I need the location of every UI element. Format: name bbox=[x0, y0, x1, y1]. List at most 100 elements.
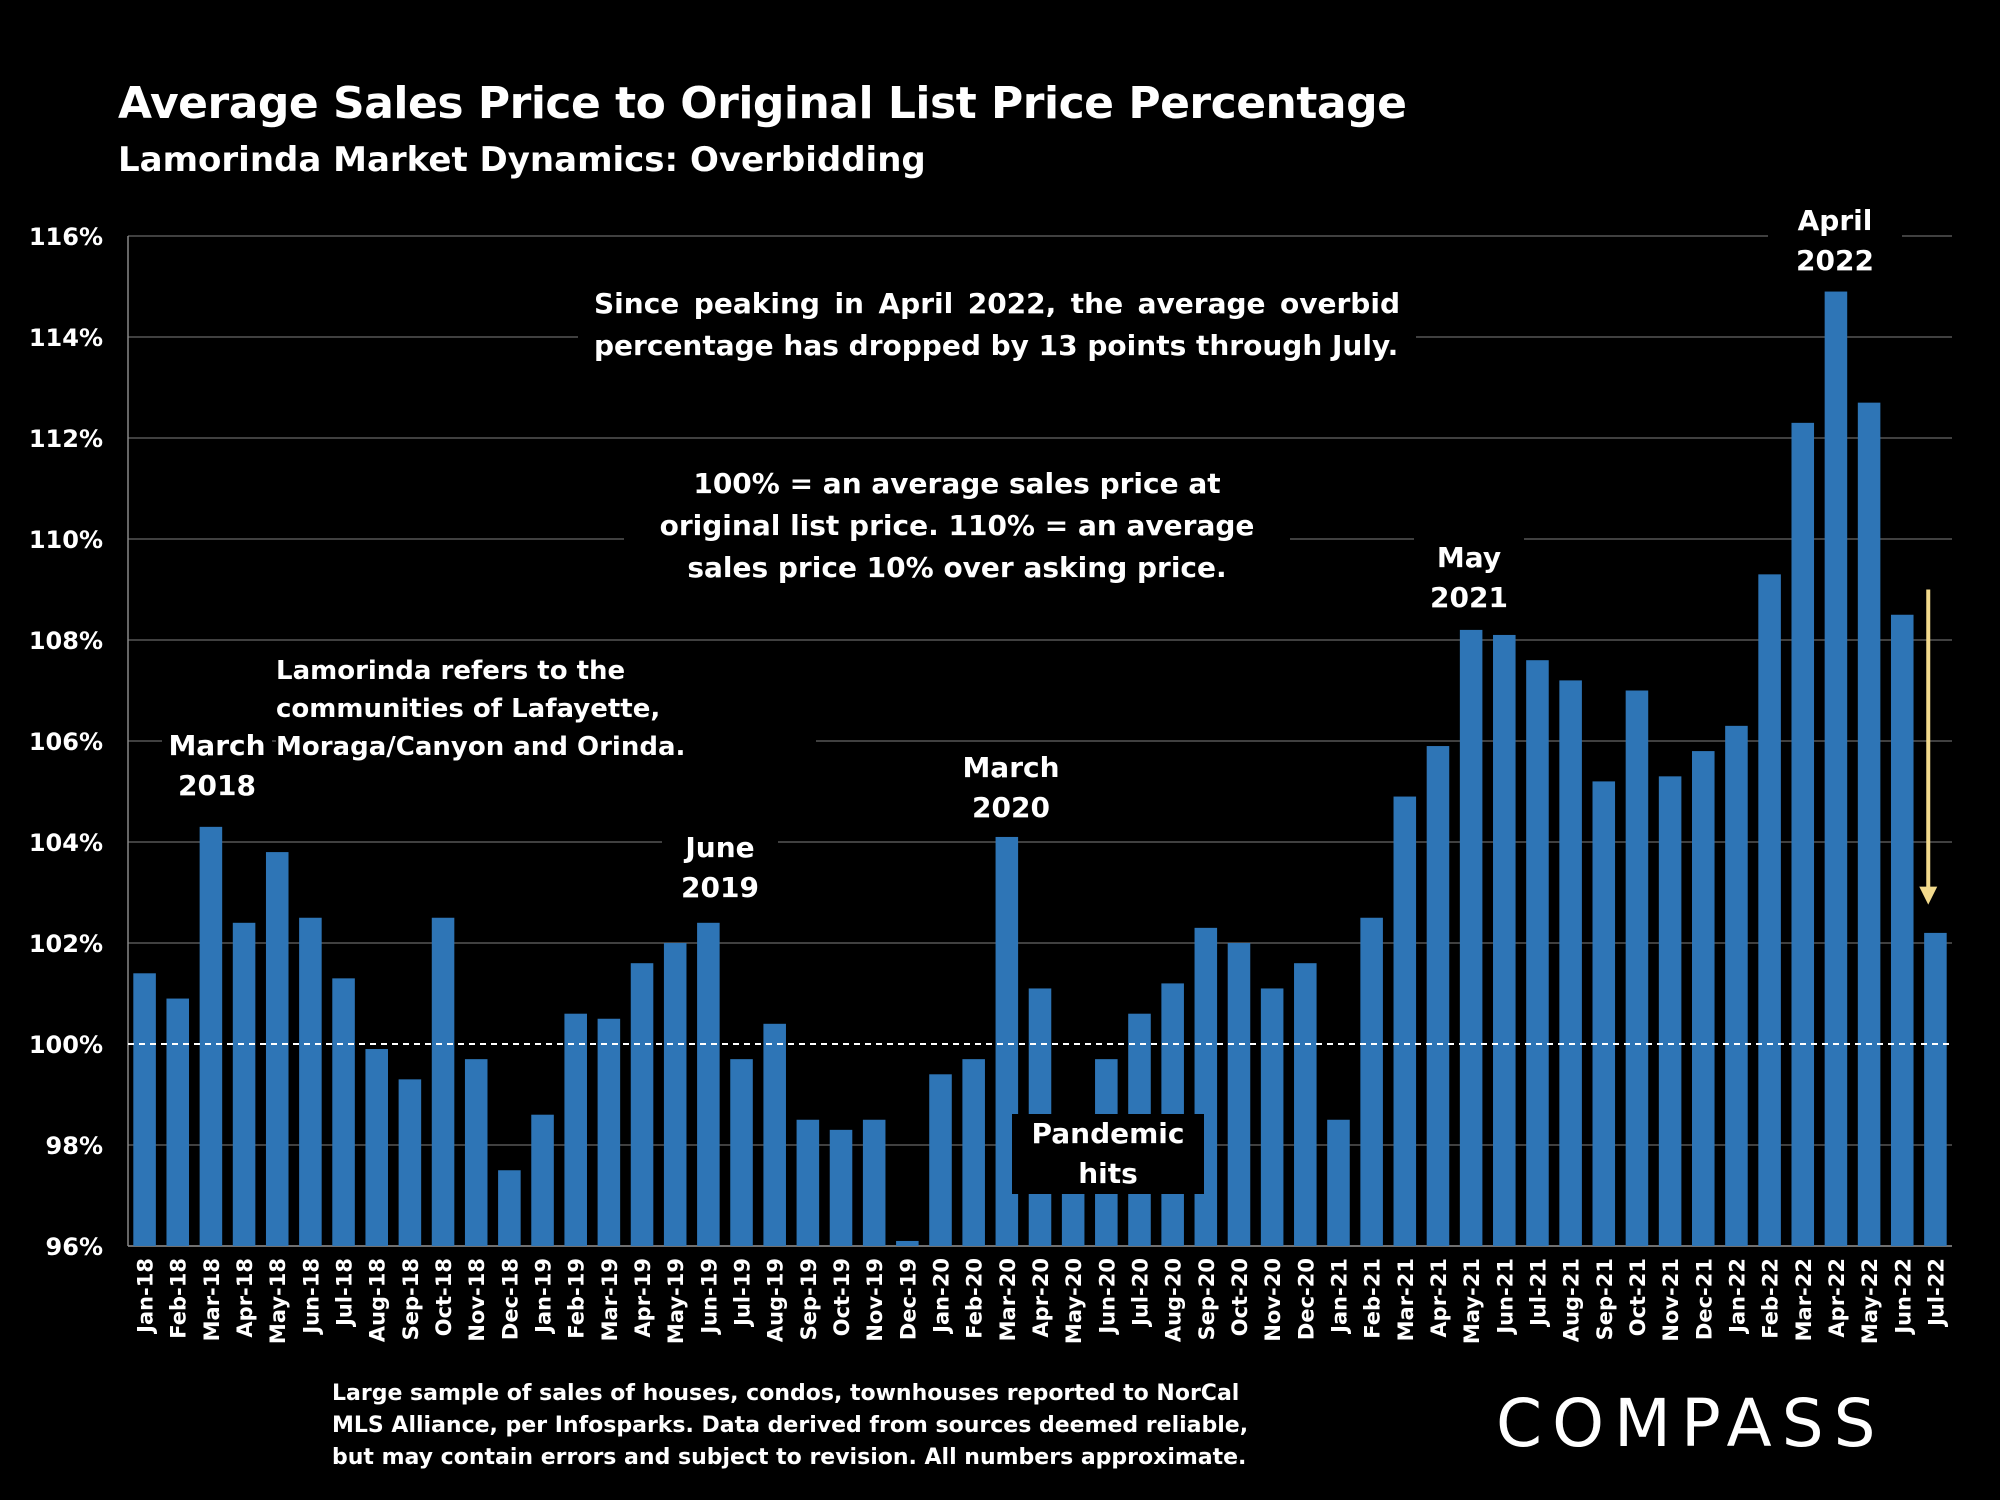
annotation-line: hits bbox=[1078, 1157, 1138, 1190]
bar-oct-19 bbox=[829, 1129, 853, 1246]
x-tick-label: Apr-19 bbox=[631, 1258, 655, 1338]
x-axis-ticks: Jan-18 Feb-18 Mar-18 Apr-18 May-18 Jun-18 Jul-… bbox=[134, 1258, 1949, 1344]
bar-jan-22 bbox=[1725, 725, 1748, 1246]
bar-may-18 bbox=[265, 852, 289, 1246]
bar-dec-21 bbox=[1691, 751, 1715, 1246]
x-tick-label: Feb-21 bbox=[1361, 1258, 1385, 1339]
definition-note-text: 100% = an average sales price at origina… bbox=[659, 467, 1255, 584]
annotation-line: March bbox=[962, 751, 1060, 784]
x-tick-label: Jun-20 bbox=[1095, 1258, 1119, 1336]
x-tick-label: Apr-22 bbox=[1825, 1258, 1849, 1338]
bar-mar-18 bbox=[199, 826, 223, 1246]
decline-arrow-group bbox=[1919, 589, 1938, 905]
bar-may-19 bbox=[663, 943, 687, 1246]
x-tick-label: Aug-20 bbox=[1162, 1258, 1186, 1342]
x-tick-label: Jan-20 bbox=[930, 1258, 954, 1335]
x-tick-label: May-21 bbox=[1460, 1258, 1484, 1344]
compass-logo-text: COMPASS bbox=[1496, 1385, 1886, 1462]
annotation-may-2021: May 2021 bbox=[1414, 538, 1524, 618]
bar-sep-18 bbox=[398, 1079, 422, 1246]
bar-sep-20 bbox=[1194, 927, 1218, 1246]
bar-nov-20 bbox=[1260, 988, 1284, 1246]
bar-jan-21 bbox=[1327, 1119, 1350, 1246]
x-tick-label: Jul-22 bbox=[1924, 1258, 1948, 1328]
decline-arrow-head bbox=[1919, 886, 1938, 905]
bar-oct-18 bbox=[431, 917, 455, 1246]
x-tick-label: Jun-22 bbox=[1891, 1258, 1915, 1336]
bar-jul-19 bbox=[730, 1059, 753, 1246]
x-tick-label: Dec-21 bbox=[1692, 1258, 1716, 1340]
x-tick-label: Aug-19 bbox=[764, 1258, 788, 1342]
bar-oct-20 bbox=[1227, 943, 1251, 1246]
x-tick-label: Oct-19 bbox=[830, 1258, 854, 1336]
chart-subtitle: Lamorinda Market Dynamics: Overbidding bbox=[118, 140, 926, 180]
x-tick-label: Mar-18 bbox=[200, 1258, 224, 1341]
y-tick-label: 108% bbox=[29, 627, 103, 655]
x-tick-label: Sep-20 bbox=[1195, 1258, 1219, 1340]
x-tick-label: Dec-18 bbox=[498, 1258, 522, 1340]
annotation-march-2018: March 2018 bbox=[162, 726, 272, 806]
x-tick-label: Jun-21 bbox=[1493, 1258, 1517, 1336]
x-tick-label: Sep-18 bbox=[399, 1258, 423, 1340]
lamorinda-note-text: Lamorinda refers to the communities of L… bbox=[276, 656, 686, 762]
bar-jan-20 bbox=[929, 1074, 952, 1246]
x-tick-label: Jun-19 bbox=[697, 1258, 721, 1336]
x-tick-label: Mar-22 bbox=[1792, 1258, 1816, 1341]
y-tick-label: 110% bbox=[29, 526, 103, 554]
x-tick-label: Feb-20 bbox=[963, 1258, 987, 1339]
chart-title: Average Sales Price to Original List Pri… bbox=[118, 78, 1407, 129]
x-tick-label: Nov-19 bbox=[863, 1258, 887, 1342]
x-tick-label: Jan-22 bbox=[1725, 1258, 1749, 1335]
x-tick-label: May-20 bbox=[1062, 1258, 1086, 1344]
x-tick-label: Jul-18 bbox=[333, 1258, 357, 1328]
annotation-line: 2018 bbox=[178, 769, 256, 802]
bar-feb-21 bbox=[1360, 917, 1383, 1246]
bar-jan-19 bbox=[531, 1114, 554, 1246]
compass-logo: COMPASS bbox=[1496, 1385, 1886, 1462]
bar-sep-19 bbox=[796, 1119, 820, 1246]
y-tick-label: 116% bbox=[29, 223, 103, 251]
annotation-line: 2022 bbox=[1796, 244, 1874, 277]
peak-note: Since peaking in April 2022, the average… bbox=[578, 283, 1416, 367]
annotation-line: 2020 bbox=[972, 791, 1050, 824]
annotation-line: June bbox=[685, 831, 755, 864]
x-tick-label: Oct-18 bbox=[432, 1258, 456, 1336]
bar-feb-20 bbox=[962, 1059, 985, 1246]
x-tick-label: May-19 bbox=[664, 1258, 688, 1344]
x-tick-label: May-22 bbox=[1858, 1258, 1882, 1344]
bar-jun-21 bbox=[1493, 634, 1516, 1246]
annotation-line: Pandemic bbox=[1031, 1117, 1185, 1150]
source-footnote: Large sample of sales of houses, condos,… bbox=[332, 1381, 1249, 1470]
x-tick-label: Dec-20 bbox=[1294, 1258, 1318, 1340]
x-tick-label: May-18 bbox=[266, 1258, 290, 1344]
bar-nov-19 bbox=[862, 1119, 886, 1246]
y-tick-label: 102% bbox=[29, 930, 103, 958]
bar-aug-18 bbox=[365, 1049, 389, 1246]
x-tick-label: Oct-21 bbox=[1626, 1258, 1650, 1336]
bar-apr-22 bbox=[1824, 291, 1848, 1246]
y-axis-ticks: 96% 98% 100% 102% 104% 106% 108% 110% 112% 114% 11… bbox=[29, 223, 103, 1261]
bar-aug-21 bbox=[1559, 680, 1582, 1246]
annotation-march-2020: March 2020 bbox=[956, 748, 1066, 828]
bar-feb-18 bbox=[166, 998, 190, 1246]
x-tick-label: Jul-20 bbox=[1128, 1258, 1152, 1328]
x-tick-label: Mar-21 bbox=[1394, 1258, 1418, 1341]
x-tick-label: Sep-19 bbox=[797, 1258, 821, 1340]
bar-apr-19 bbox=[630, 963, 654, 1246]
definition-note: 100% = an average sales price at origina… bbox=[624, 463, 1290, 589]
bar-jul-22 bbox=[1924, 932, 1947, 1246]
bar-may-21 bbox=[1459, 629, 1483, 1246]
x-tick-label: Mar-20 bbox=[996, 1258, 1020, 1341]
x-tick-label: Apr-20 bbox=[1029, 1258, 1053, 1338]
bar-jan-18 bbox=[133, 973, 156, 1246]
y-tick-label: 104% bbox=[29, 829, 103, 857]
y-tick-label: 112% bbox=[29, 425, 103, 453]
x-tick-label: Feb-18 bbox=[167, 1258, 191, 1339]
bar-oct-21 bbox=[1625, 690, 1649, 1246]
x-tick-label: Jul-19 bbox=[731, 1258, 755, 1328]
bar-jun-22 bbox=[1890, 614, 1914, 1246]
x-tick-label: Sep-21 bbox=[1593, 1258, 1617, 1340]
y-tick-label: 106% bbox=[29, 728, 103, 756]
bar-mar-21 bbox=[1393, 796, 1417, 1246]
y-tick-label: 114% bbox=[29, 324, 103, 352]
